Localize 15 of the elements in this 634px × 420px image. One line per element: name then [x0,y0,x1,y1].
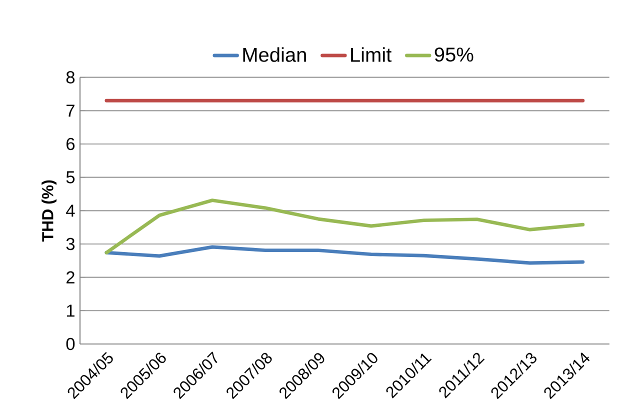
y-tick-label: 1 [66,304,74,317]
line-series [104,198,585,254]
y-tick-label: 8 [66,71,75,84]
y-tick-label: 3 [66,238,75,250]
legend-label: Median [243,47,306,62]
line-series [104,245,585,265]
y-tick-label: 2 [66,271,74,284]
y-tick-label: 4 [66,204,75,217]
legend-label: Limit [351,47,392,62]
y-tick-label: 0 [66,338,75,350]
y-tick-label: 7 [66,104,74,117]
legend-label: 95% [434,47,474,62]
y-tick-label: 5 [66,171,75,184]
y-tick-label: 6 [66,138,75,150]
y-axis-title: THD (%) [42,180,57,242]
